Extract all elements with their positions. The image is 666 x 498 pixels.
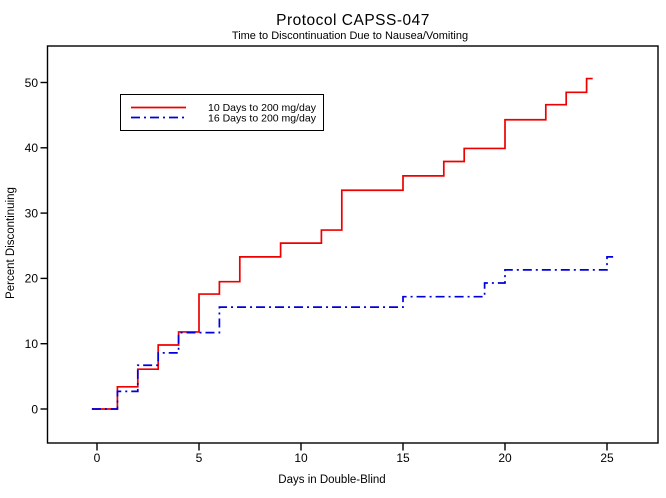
y-tick-label: 0 [31, 402, 38, 416]
legend: 10 Days to 200 mg/day 16 Days to 200 mg/… [120, 94, 324, 131]
y-tick-label: 50 [25, 76, 39, 90]
y-tick-label: 30 [25, 206, 39, 220]
chart-title: Protocol CAPSS-047 [276, 12, 430, 29]
y-tick-label: 20 [25, 272, 39, 286]
x-tick-label: 20 [498, 451, 512, 465]
plot-frame [46, 45, 659, 444]
x-axis-ticks: 0 5 10 15 20 25 [94, 443, 614, 465]
chart-subtitle: Time to Discontinuation Due to Nausea/Vo… [232, 30, 468, 42]
legend-label-series2: 16 Days to 200 mg/day [208, 113, 317, 125]
legend-label-series1: 10 Days to 200 mg/day [208, 102, 317, 114]
series-line-2 [91, 256, 614, 410]
y-tick-label: 10 [25, 337, 39, 351]
x-tick-label: 10 [294, 451, 308, 465]
x-tick-label: 0 [94, 451, 101, 465]
legend-box [120, 94, 324, 131]
y-axis-ticks: 0 10 20 30 40 50 [25, 76, 48, 416]
y-axis-label: Percent Discontinuing [5, 187, 17, 299]
x-tick-label: 15 [396, 451, 410, 465]
series-lines [91, 77, 614, 410]
x-axis-label: Days in Double-Blind [278, 474, 385, 486]
x-tick-label: 25 [600, 451, 614, 465]
y-tick-label: 40 [25, 141, 39, 155]
x-tick-label: 5 [196, 451, 203, 465]
series-line-1 [91, 77, 593, 410]
